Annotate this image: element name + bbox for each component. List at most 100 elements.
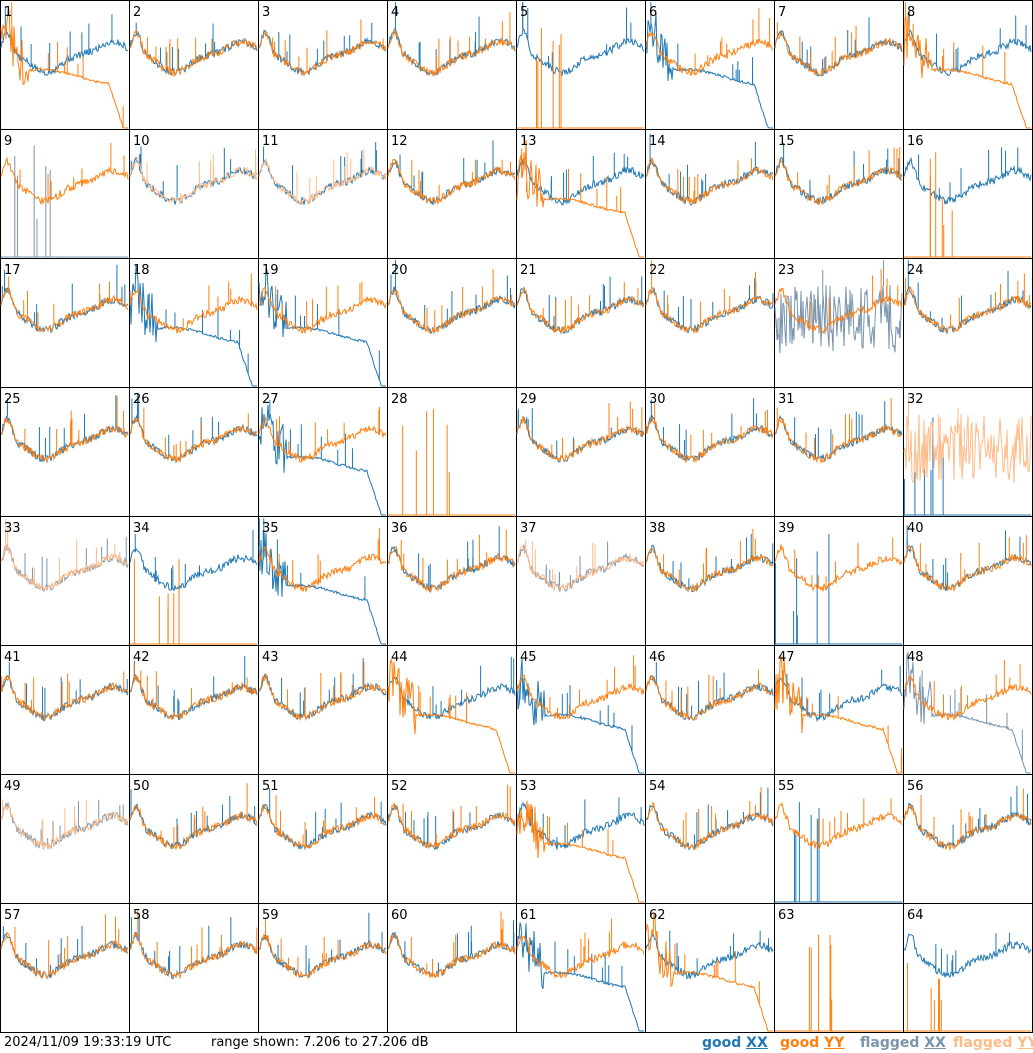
series-line-yy	[516, 545, 645, 592]
panel-label: 28	[391, 392, 408, 407]
series-line-xx	[645, 288, 774, 334]
series-line-xx	[258, 404, 386, 516]
panel-frame	[0, 258, 130, 388]
panel-label: 61	[520, 908, 537, 923]
panel-label: 5	[520, 5, 528, 20]
panel-label: 44	[391, 650, 408, 665]
panel-frame	[0, 129, 130, 259]
series-line-yy	[0, 417, 129, 463]
panel-24: 24	[903, 258, 1033, 388]
panel-frame	[0, 774, 130, 904]
series-line-xx	[129, 413, 258, 464]
series-line-yy	[774, 30, 903, 77]
series-line-xx	[258, 160, 387, 205]
series-line-yy	[258, 673, 387, 722]
panel-frame	[903, 774, 1033, 904]
panel-37: 37	[516, 516, 646, 646]
panel-frame	[387, 0, 517, 130]
series-line-yy	[516, 673, 645, 721]
series-line-yy	[129, 416, 258, 463]
series-line-yy	[774, 654, 902, 774]
panel-10: 10	[129, 129, 259, 259]
timestamp: 2024/11/09 19:33:19 UTC	[4, 1035, 172, 1050]
panel-frame	[129, 387, 259, 517]
panel-label: 13	[520, 134, 537, 149]
series-line-yy	[0, 8, 128, 129]
series-line-yy	[258, 546, 387, 592]
panel-46: 46	[645, 645, 775, 775]
panel-label: 33	[4, 521, 21, 536]
legend-flagged-yy: flagged YY	[953, 1035, 1033, 1051]
panel-frame	[0, 645, 130, 775]
series-line-xx	[129, 803, 258, 850]
series-line-xx	[516, 658, 644, 774]
series-line-yy	[0, 931, 129, 980]
panel-frame	[129, 0, 259, 130]
series-line-xx	[516, 922, 644, 1032]
series-line-yy	[774, 416, 903, 464]
panel-label: 21	[520, 263, 537, 278]
panel-19: 19	[258, 258, 388, 388]
panel-label: 60	[391, 908, 408, 923]
panel-label: 14	[649, 134, 666, 149]
series-line-yy	[516, 415, 645, 463]
series-line-xx	[903, 651, 1031, 774]
panel-label: 7	[778, 5, 786, 20]
panel-label: 55	[778, 779, 795, 794]
panel-label: 43	[262, 650, 279, 665]
panel-label: 63	[778, 908, 795, 923]
series-line-xx	[129, 547, 258, 592]
panel-43: 43	[258, 645, 388, 775]
series-line-yy	[0, 675, 129, 721]
series-line-yy	[645, 31, 774, 76]
panel-frame	[387, 774, 517, 904]
series-line-yy	[516, 139, 644, 258]
panel-18: 18	[129, 258, 259, 388]
panel-62: 62	[645, 903, 775, 1033]
series-line-yy	[903, 413, 1032, 484]
series-line-yy	[645, 675, 774, 721]
panel-29: 29	[516, 387, 646, 517]
panel-58: 58	[129, 903, 259, 1033]
panel-label: 29	[520, 392, 537, 407]
panel-9: 9	[0, 129, 130, 259]
panel-label: 37	[520, 521, 537, 536]
panel-61: 61	[516, 903, 646, 1033]
series-line-yy	[258, 31, 387, 76]
panel-label: 30	[649, 392, 666, 407]
panel-label: 16	[907, 134, 924, 149]
panel-label: 50	[133, 779, 150, 794]
panel-47: 47	[774, 645, 904, 775]
panel-frame	[0, 387, 130, 517]
legend-good-xx: good XX	[702, 1035, 768, 1051]
panel-55: 55	[774, 774, 904, 904]
panel-label: 51	[262, 779, 279, 794]
panel-label: 18	[133, 263, 150, 278]
panel-label: 11	[262, 134, 279, 149]
panel-56: 56	[903, 774, 1033, 904]
series-line-xx	[645, 804, 774, 851]
series-line-xx	[387, 160, 516, 205]
range-label: range shown: 7.206 to 27.206 dB	[211, 1035, 429, 1050]
panel-30: 30	[645, 387, 775, 517]
series-line-xx	[645, 415, 774, 462]
panel-frame	[129, 516, 259, 646]
series-line-yy	[0, 156, 129, 206]
series-line-yy	[129, 931, 258, 979]
series-line-xx	[129, 265, 257, 387]
series-line-xx	[903, 156, 1032, 205]
panel-label: 45	[520, 650, 537, 665]
legend-flagged-xx: flagged XX	[860, 1035, 946, 1051]
panel-53: 53	[516, 774, 646, 904]
panel-3: 3	[258, 0, 388, 130]
series-line-yy	[774, 801, 903, 852]
panel-50: 50	[129, 774, 259, 904]
panel-49: 49	[0, 774, 130, 904]
panel-frame	[645, 645, 775, 775]
panel-42: 42	[129, 645, 259, 775]
panel-22: 22	[645, 258, 775, 388]
panel-31: 31	[774, 387, 904, 517]
panel-15: 15	[774, 129, 904, 259]
panel-28: 28	[387, 387, 517, 517]
panel-1: 1	[0, 0, 130, 130]
